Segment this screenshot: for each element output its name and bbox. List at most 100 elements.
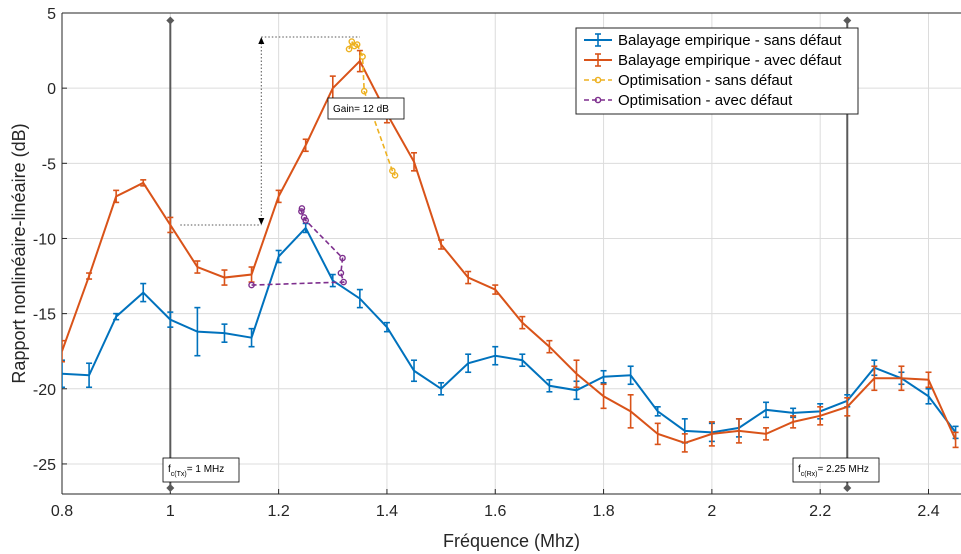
error-bar [600, 383, 607, 410]
series-point [337, 269, 345, 277]
error-bar [411, 151, 418, 172]
error-bar [844, 396, 851, 417]
error-bar [763, 427, 770, 441]
legend-entry-1: Balayage empirique - sans défaut [584, 32, 842, 49]
series-point [391, 172, 399, 179]
error-bar [167, 216, 174, 234]
x-tick-label: 1.6 [484, 503, 506, 520]
error-bar [817, 406, 824, 426]
error-bar [465, 270, 472, 285]
gain-arrow-down [258, 217, 265, 225]
error-bar [62, 339, 65, 363]
series-line [62, 226, 957, 434]
error-bar [519, 353, 526, 368]
plot-content [62, 16, 959, 492]
error-bar [681, 433, 688, 453]
error-bar [546, 339, 553, 354]
error-bar [600, 369, 607, 384]
vline-label-2-text: fc(Rx)= 2.25 MHz [798, 464, 869, 478]
error-bar [194, 260, 201, 274]
series-line [62, 59, 957, 444]
y-tick-label: 0 [47, 81, 56, 98]
legend-label: Optimisation - avec défaut [618, 92, 793, 109]
error-bar [952, 431, 959, 449]
x-tick-label: 1.4 [376, 503, 398, 520]
vline-diamond [843, 483, 852, 492]
legend-swatch-marker [594, 76, 602, 84]
vline-label-2-box [792, 457, 880, 483]
vline-diamond [166, 16, 175, 25]
vline-diamond [166, 483, 175, 492]
gain-label: Gain= 12 dB [327, 97, 405, 120]
gain-label-text: Gain= 12 dB [333, 104, 389, 115]
series-point [360, 87, 368, 95]
error-bar [654, 406, 661, 417]
error-bar [763, 401, 770, 419]
error-bar [221, 323, 228, 343]
error-bar [627, 365, 634, 386]
legend-entry-3: Optimisation - sans défaut [584, 72, 793, 89]
error-bar [790, 415, 797, 429]
y-tick-label: -20 [33, 382, 56, 399]
error-bar [248, 327, 255, 348]
series-point [340, 278, 347, 286]
error-bar [925, 387, 932, 405]
legend-label: Balayage empirique - sans défaut [618, 32, 842, 49]
series-3 [345, 38, 399, 179]
error-bar [62, 359, 65, 389]
series-line [348, 39, 396, 176]
y-tick-label: -25 [33, 457, 56, 474]
error-bar [275, 189, 282, 204]
series-point [348, 38, 356, 45]
error-bar [86, 362, 93, 389]
x-tick-label: 0.8 [51, 503, 73, 520]
error-bar [194, 306, 201, 357]
series-point [300, 214, 308, 221]
vline-label-1-text: fc(Tx)= 1 MHz [168, 464, 224, 478]
error-bar [356, 288, 363, 309]
x-axis-label: Fréquence (Mhz) [443, 531, 580, 551]
error-bar [438, 381, 445, 396]
error-bar [546, 378, 553, 393]
x-tick-label: 2.2 [809, 503, 831, 520]
series-point [339, 254, 346, 262]
error-bar [113, 189, 120, 204]
error-bar [411, 359, 418, 383]
legend-swatch-marker [594, 96, 602, 104]
error-bar [492, 284, 499, 295]
vline-1 [166, 16, 175, 492]
y-tick-label: -5 [42, 156, 56, 173]
x-tick-label: 1 [166, 503, 175, 520]
x-tick-label: 2.4 [917, 503, 939, 520]
y-tick-label: -10 [33, 231, 56, 248]
y-axis-label: Rapport nonlinéaire-linéaire (dB) [9, 123, 29, 383]
legend-label: Optimisation - sans défaut [618, 72, 793, 89]
x-tick-label: 2 [707, 503, 716, 520]
legend-label: Balayage empirique - avec défaut [618, 52, 842, 69]
legend-entry-2: Balayage empirique - avec défaut [584, 52, 842, 69]
series-4 [248, 205, 347, 289]
error-bar [356, 49, 363, 73]
error-bar [167, 311, 174, 328]
error-bar [329, 273, 336, 288]
vline-label-2: fc(Rx)= 2.25 MHz [792, 457, 880, 483]
error-bar [492, 345, 499, 366]
error-bar [465, 353, 472, 374]
error-bar [573, 359, 580, 389]
error-bar [221, 269, 228, 286]
series-point [248, 281, 255, 289]
legend-box [575, 27, 859, 115]
error-bar [708, 421, 715, 447]
series-point [389, 167, 396, 175]
error-bar [871, 365, 878, 392]
series-point [345, 45, 353, 53]
gain-label-box [327, 97, 405, 120]
x-tick-label: 1.8 [592, 503, 614, 520]
vline-label-1-box [162, 457, 240, 483]
error-bar [302, 138, 309, 153]
series-2 [62, 49, 959, 453]
series-point [359, 53, 366, 60]
error-bar [627, 393, 634, 429]
legend-entry-4: Optimisation - avec défaut [584, 92, 793, 109]
